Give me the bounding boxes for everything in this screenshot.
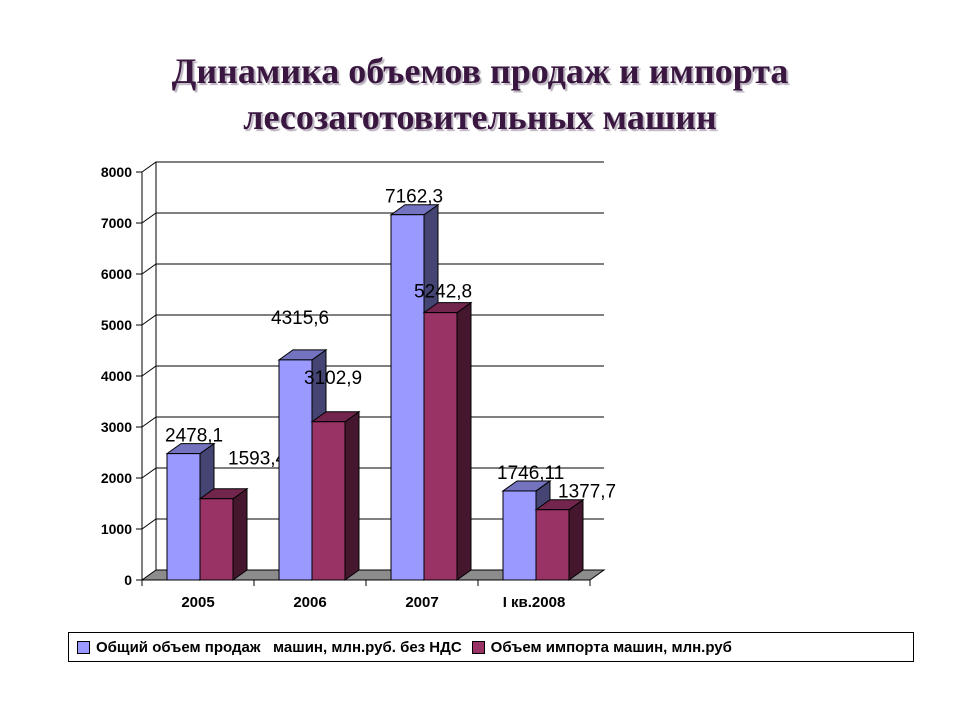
y-tick-label: 8000 [101, 164, 132, 180]
x-tick-label: 2007 [405, 594, 438, 611]
bar-import [311, 421, 346, 581]
y-tick-label: 7000 [101, 215, 132, 231]
data-label: 1746,11 [497, 463, 564, 484]
x-tick-label: 2006 [293, 594, 326, 611]
y-tick-label: 2000 [101, 470, 132, 486]
x-tick-label: 2005 [181, 594, 214, 611]
y-tick-label: 5000 [101, 317, 132, 333]
gridline-8000 [141, 161, 604, 173]
legend-label-import: Объем импорта машин, млн.руб [490, 638, 732, 656]
data-label: 7162,3 [385, 187, 443, 208]
gridline-7000 [141, 212, 604, 224]
legend-item-sales: Общий объем продаж машин, млн.руб. без Н… [77, 639, 462, 656]
x-tick-label: I кв.2008 [503, 594, 566, 611]
data-label: 1593,4 [228, 449, 287, 470]
bar-side-import [232, 487, 248, 581]
gridline-6000 [141, 263, 604, 275]
chart-title-line-1: Динамика объемов продаж и импорта [171, 51, 789, 91]
data-label: 4315,6 [271, 308, 329, 329]
data-label: 3102,9 [304, 368, 362, 389]
y-tick-label: 4000 [101, 368, 132, 384]
data-label: 5242,8 [414, 282, 472, 303]
bar-side-import [568, 498, 584, 581]
y-tick-label: 1000 [101, 521, 132, 537]
y-tick-label: 3000 [101, 419, 132, 435]
gridline-5000 [141, 314, 604, 326]
legend-swatch-sales [77, 640, 90, 654]
bar-side-import [456, 301, 472, 581]
bar-sales [166, 453, 201, 581]
legend-label-sales: Общий объем продаж машин, млн.руб. без Н… [96, 638, 462, 656]
bar-sales [390, 214, 425, 581]
bar-sales [278, 359, 313, 581]
y-tick-label: 6000 [101, 266, 132, 282]
bar-chart: 0 1000 2000 3000 4000 5000 6000 7000 8000 2005 247… [101, 161, 616, 611]
bar-import [199, 498, 234, 581]
bar-import [423, 312, 458, 581]
chart-legend: Общий объем продаж машин, млн.руб. без Н… [68, 632, 914, 662]
gridline-4000 [141, 365, 604, 377]
legend-swatch-import [471, 640, 485, 654]
y-tick-label: 0 [124, 572, 132, 588]
bar-import [535, 509, 570, 581]
data-label: 2478,1 [165, 426, 223, 447]
data-label: 1377,7 [558, 482, 616, 503]
legend-item-import: Объем импорта машин, млн.руб [471, 638, 732, 656]
bar-side-import [344, 410, 360, 581]
bar-sales [502, 490, 537, 581]
chart-title-line-2: лесозаготовительных машин [243, 97, 717, 137]
chart-title: Динамика объемов продаж и импорта лесоза… [0, 48, 960, 140]
